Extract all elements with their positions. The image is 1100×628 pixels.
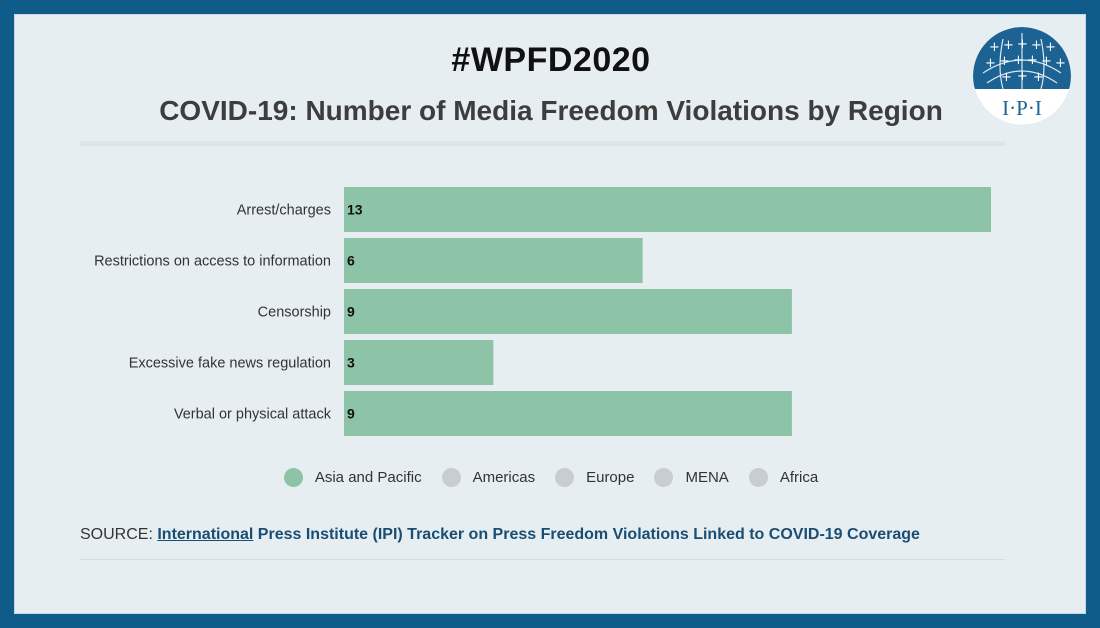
bar-value-label: 9 xyxy=(347,304,355,320)
legend-label: Europe xyxy=(586,469,635,486)
svg-text:+: + xyxy=(999,54,1010,69)
logo-text: I·P·I xyxy=(1002,96,1042,120)
chart-legend: Asia and Pacific Americas Europe MENA Africa xyxy=(15,468,1087,487)
svg-text:+: + xyxy=(1041,54,1052,69)
bar[interactable] xyxy=(344,391,792,436)
legend-label: MENA xyxy=(685,469,729,486)
category-label: Excessive fake news regulation xyxy=(129,356,331,372)
legend-label: Africa xyxy=(779,469,819,486)
svg-text:+: + xyxy=(1017,69,1028,84)
bar-value-label: 3 xyxy=(347,355,355,371)
category-label: Restrictions on access to information xyxy=(94,254,331,270)
hashtag-heading: #WPFD2020 xyxy=(451,41,651,79)
bar-value-label: 13 xyxy=(347,202,363,218)
legend-dot-icon xyxy=(283,468,303,487)
svg-text:+: + xyxy=(1033,70,1044,85)
source-line: SOURCE: International Press Institute (I… xyxy=(80,526,920,544)
legend-dot-icon xyxy=(748,468,768,487)
svg-text:+: + xyxy=(1001,70,1012,85)
category-label: Arrest/charges xyxy=(237,203,331,219)
legend-dot-icon xyxy=(555,468,575,487)
bar-value-label: 9 xyxy=(347,406,355,422)
bar[interactable] xyxy=(344,238,643,283)
svg-text:+: + xyxy=(985,56,996,71)
legend-item[interactable]: Americas xyxy=(441,468,536,487)
bar-chart: Arrest/charges 13 Restrictions on access t… xyxy=(94,187,991,436)
ipi-logo: + + + + + + + + + + + + + + I·P·I xyxy=(973,27,1071,125)
infographic-panel: #WPFD2020 COVID-19: Number of Media Free… xyxy=(14,14,1086,614)
svg-text:+: + xyxy=(1055,56,1066,71)
legend-label: Americas xyxy=(472,469,536,486)
legend-item[interactable]: Africa xyxy=(748,468,819,487)
svg-text:+: + xyxy=(1013,53,1024,68)
legend-item[interactable]: MENA xyxy=(654,468,729,487)
source-prefix: SOURCE: xyxy=(80,526,158,543)
bar[interactable] xyxy=(344,340,494,385)
legend-item[interactable]: Asia and Pacific xyxy=(283,468,422,487)
legend-item[interactable]: Europe xyxy=(555,468,634,487)
source-link[interactable]: International xyxy=(157,526,254,543)
category-label: Verbal or physical attack xyxy=(174,407,332,423)
svg-text:+: + xyxy=(1045,40,1056,55)
bottom-divider xyxy=(80,559,1005,560)
bar[interactable] xyxy=(344,289,792,334)
legend-dot-icon xyxy=(654,468,674,487)
svg-text:+: + xyxy=(1017,37,1028,52)
title-divider xyxy=(80,141,1005,146)
legend-dot-icon xyxy=(441,468,461,487)
bar-value-label: 6 xyxy=(347,253,355,269)
chart-title: COVID-19: Number of Media Freedom Violat… xyxy=(159,95,943,126)
svg-text:+: + xyxy=(989,40,1000,55)
svg-text:+: + xyxy=(1031,38,1042,53)
ipi-globe-logo-icon: + + + + + + + + + + + + + + I·P·I xyxy=(973,27,1071,125)
legend-label: Asia and Pacific xyxy=(314,469,422,486)
svg-text:+: + xyxy=(1027,53,1038,68)
category-label: Censorship xyxy=(258,305,331,321)
source-text: Press Institute (IPI) Tracker on Press F… xyxy=(253,526,920,543)
bar[interactable] xyxy=(344,187,991,232)
svg-text:+: + xyxy=(1003,38,1014,53)
